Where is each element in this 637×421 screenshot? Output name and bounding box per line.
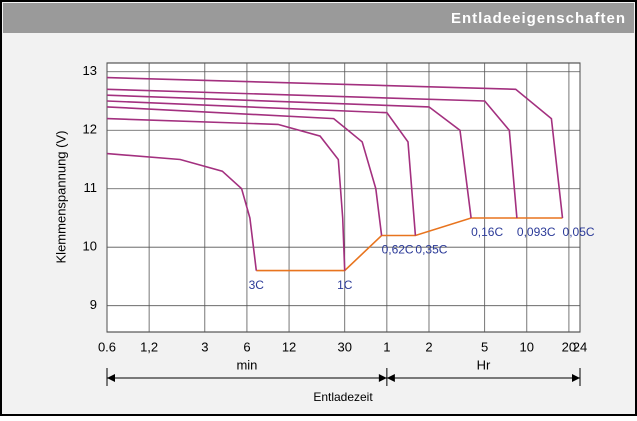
curve-label: 0,16C (471, 225, 503, 239)
range-label: Hr (477, 357, 491, 372)
x-tick-label: 12 (282, 339, 296, 354)
curve-label: 0,62C (382, 243, 414, 257)
curve (106, 76, 564, 219)
x-tick-label: 30 (338, 339, 352, 354)
y-axis-label: Klemmenspannung (V) (53, 131, 68, 264)
curve-label: 0,35C (415, 243, 447, 257)
curve (106, 117, 346, 271)
x-tick-label: 3 (201, 339, 208, 354)
x-tick-label: 5 (481, 339, 488, 354)
x-tick-label: 20 (562, 339, 576, 354)
curve-label: 0,05C (563, 225, 595, 239)
y-tick-label: 13 (83, 63, 97, 78)
x-axis-label: Entladezeit (313, 390, 373, 404)
x-tick-label: 0.6 (98, 339, 116, 354)
x-tick-label: 1 (383, 339, 390, 354)
curve (106, 106, 383, 236)
curve (106, 94, 472, 219)
curve (106, 100, 417, 236)
curve-label: 0,093C (517, 225, 556, 239)
x-tick-label: 6 (243, 339, 250, 354)
curve-label: 1C (337, 278, 353, 292)
y-tick-label: 11 (84, 180, 98, 195)
plot-area (106, 62, 581, 333)
y-tick-label: 12 (83, 122, 97, 137)
x-tick-label: 10 (520, 339, 534, 354)
cutoff-line (256, 217, 563, 272)
y-tick-label: 9 (90, 297, 97, 312)
x-tick-label: 2 (425, 339, 432, 354)
header-bar (3, 3, 634, 33)
x-tick-label: 1,2 (140, 339, 158, 354)
y-tick-label: 10 (83, 239, 97, 254)
curve (106, 152, 258, 271)
x-tick-label: 24 (573, 339, 587, 354)
header-title: Entladeeigenschaften (451, 10, 626, 27)
range-label: min (236, 357, 257, 372)
curve-label: 3C (249, 278, 265, 292)
curve (106, 88, 518, 219)
